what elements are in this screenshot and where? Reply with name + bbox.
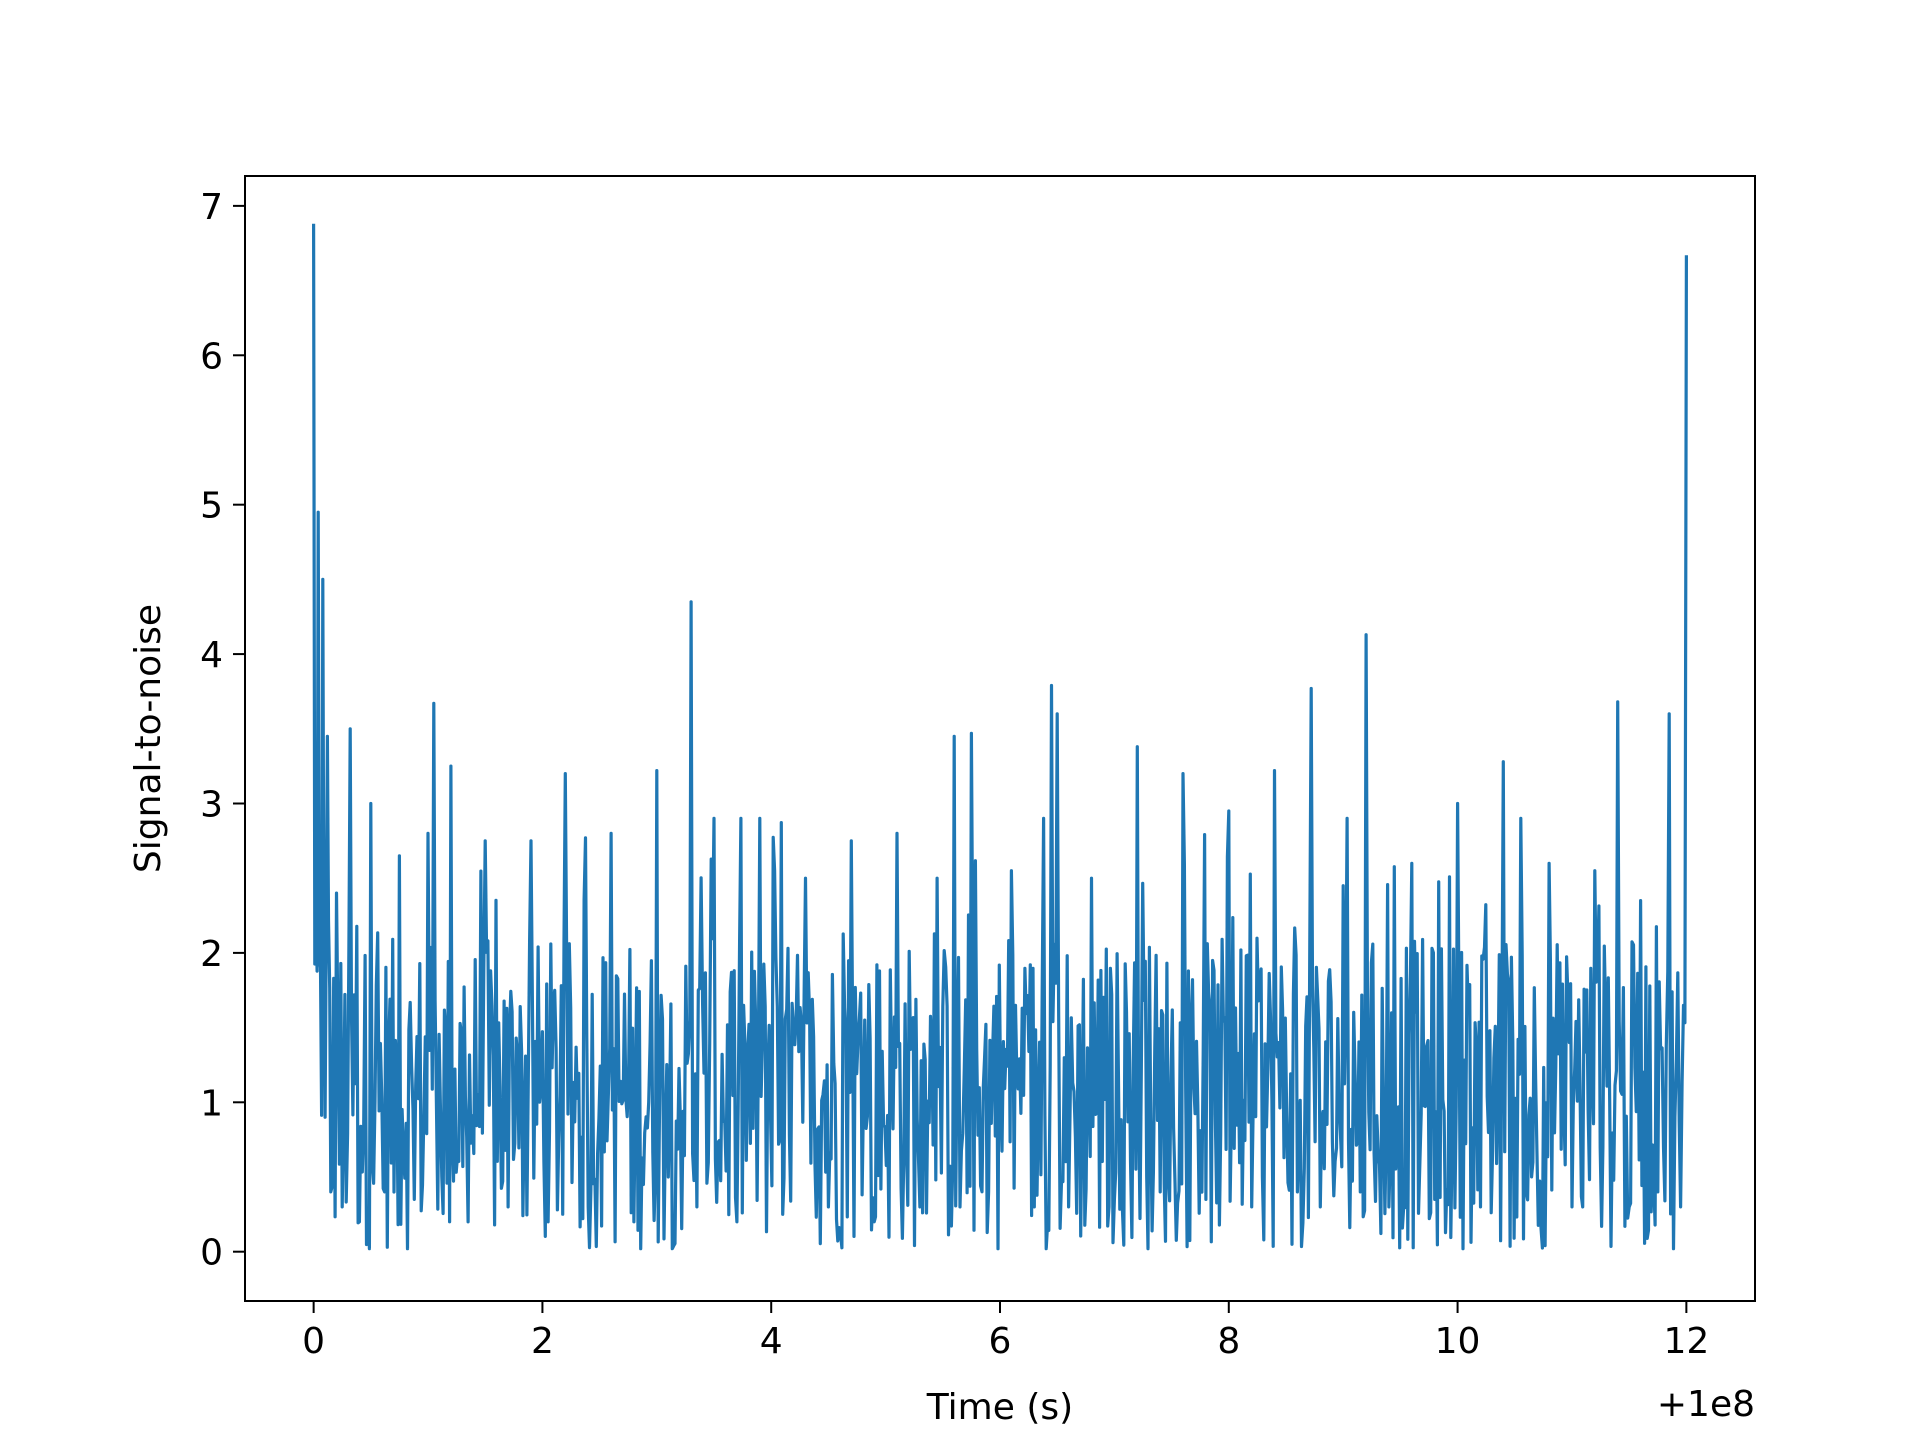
x-tick-label: 12 [1663,1321,1709,1362]
y-tick-label: 1 [200,1083,223,1124]
y-tick-label: 6 [200,336,223,377]
x-axis-label: Time (s) [926,1387,1073,1428]
y-tick-label: 7 [200,187,223,228]
x-axis-offset-label: +1e8 [1657,1384,1755,1425]
x-axis-ticks: 0 2 4 6 8 10 12 [302,1301,1709,1362]
x-tick-label: 10 [1435,1321,1481,1362]
y-tick-label: 2 [200,934,223,975]
y-axis-ticks: 0 1 2 3 4 5 6 7 [200,187,245,1274]
y-tick-label: 4 [200,635,223,676]
x-tick-label: 2 [531,1321,554,1362]
x-tick-label: 8 [1217,1321,1240,1362]
y-axis-label: Signal-to-noise [128,604,169,873]
x-tick-label: 6 [989,1321,1012,1362]
y-tick-label: 3 [200,784,223,825]
y-tick-label: 0 [200,1233,223,1274]
x-tick-label: 4 [760,1321,783,1362]
series-layer [312,223,1689,1251]
x-tick-label: 0 [302,1321,325,1362]
y-tick-label: 5 [200,486,223,527]
signal-series-line [312,223,1689,1251]
